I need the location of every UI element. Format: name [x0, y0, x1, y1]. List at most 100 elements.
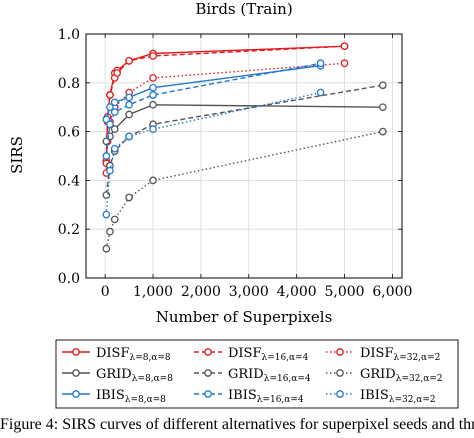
x-tick-label: 3,000 — [229, 284, 269, 300]
data-point — [125, 193, 133, 202]
x-axis-label: Number of Superpixels — [156, 308, 333, 326]
data-point — [149, 176, 157, 185]
legend-marker — [204, 369, 212, 377]
legend-item: IBISλ=32,α=2 — [326, 388, 436, 405]
data-point — [110, 144, 119, 153]
legend-label: GRIDλ=16,α=4 — [228, 367, 311, 384]
series-line — [105, 84, 383, 196]
data-point — [110, 98, 119, 107]
legend-marker — [72, 390, 80, 398]
legend-marker — [336, 390, 344, 398]
chart-title: Birds (Train) — [195, 0, 292, 18]
series-3 — [102, 100, 387, 146]
x-tick-label: 6,000 — [372, 284, 412, 300]
data-point — [125, 132, 133, 141]
data-point — [340, 59, 349, 68]
plot-frame — [85, 33, 403, 279]
y-tick-label: 0.6 — [58, 125, 80, 141]
legend-item: IBISλ=16,α=4 — [194, 388, 304, 405]
y-axis-label: SIRS — [8, 136, 26, 174]
data-point — [378, 127, 387, 136]
legend: DISFλ=8,α=8 DISFλ=16,α=4 DISFλ=32,α=2 GRIDλ… — [55, 339, 459, 409]
legend-item: GRIDλ=8,α=8 — [62, 367, 173, 384]
x-tick-label: 5,000 — [324, 284, 364, 300]
y-tick-label: 0.2 — [58, 222, 80, 238]
series-5 — [102, 127, 387, 253]
series-8 — [102, 88, 325, 219]
data-point — [316, 88, 325, 97]
legend-label: GRIDλ=32,α=2 — [360, 367, 443, 384]
legend-item: DISFλ=16,α=4 — [194, 346, 309, 363]
data-point — [102, 210, 111, 219]
data-point — [149, 74, 157, 82]
x-tick-label: 4,000 — [277, 284, 317, 300]
series-6 — [102, 61, 325, 124]
data-point — [110, 108, 119, 116]
data-point — [106, 166, 114, 175]
data-point — [340, 42, 349, 51]
series-line — [105, 104, 383, 142]
series-line — [105, 91, 321, 215]
series-7 — [102, 59, 325, 160]
x-tick-label: 2,000 — [181, 284, 221, 300]
data-point — [106, 227, 114, 236]
x-tick-label: 1,000 — [133, 284, 173, 300]
legend-label: DISFλ=16,α=4 — [228, 346, 309, 363]
data-point — [110, 215, 119, 224]
data-point — [125, 100, 133, 109]
data-point — [106, 103, 114, 112]
data-point — [106, 91, 114, 99]
series-layer — [102, 42, 387, 253]
data-point — [110, 125, 119, 134]
data-point — [106, 120, 114, 129]
legend-item: IBISλ=8,α=8 — [62, 388, 166, 405]
data-point — [113, 69, 121, 77]
legend-label: IBISλ=8,α=8 — [96, 388, 166, 405]
data-point — [125, 56, 133, 65]
y-tick-label: 0.0 — [58, 271, 80, 287]
legend-item: DISFλ=8,α=8 — [62, 346, 171, 363]
series-line — [105, 130, 383, 249]
legend-item: DISFλ=32,α=2 — [326, 346, 440, 363]
series-line — [105, 62, 345, 174]
data-point — [378, 103, 387, 112]
series-0 — [102, 42, 349, 165]
data-point — [125, 110, 133, 119]
legend-marker — [72, 348, 80, 356]
data-point — [149, 52, 157, 60]
legend-label: IBISλ=16,α=4 — [228, 388, 304, 405]
legend-item: GRIDλ=32,α=2 — [326, 367, 443, 384]
legend-label: GRIDλ=8,α=8 — [96, 367, 173, 384]
x-axis-ticks: 0 1,000 2,000 3,000 4,000 5,000 6,000 — [101, 34, 412, 300]
legend-box — [55, 339, 459, 409]
legend-marker — [336, 369, 344, 377]
legend-label: DISFλ=32,α=2 — [360, 346, 440, 363]
legend-marker — [204, 390, 212, 398]
series-line — [105, 62, 321, 157]
y-tick-label: 0.8 — [58, 76, 80, 92]
y-tick-label: 1.0 — [58, 27, 80, 43]
grid-lines — [86, 33, 402, 279]
series-line — [105, 45, 345, 161]
data-point — [149, 91, 157, 99]
legend-item: GRIDλ=16,α=4 — [194, 367, 311, 384]
data-point — [316, 59, 325, 68]
legend-marker — [72, 369, 80, 377]
data-point — [102, 152, 111, 160]
series-1 — [102, 42, 349, 168]
data-point — [102, 244, 111, 253]
legend-marker — [336, 348, 344, 356]
data-point — [149, 100, 157, 109]
data-point — [378, 81, 387, 90]
data-point — [102, 191, 111, 199]
legend-marker — [204, 348, 212, 356]
y-tick-label: 0.4 — [58, 173, 80, 189]
figure-caption: Figure 4: SIRS curves of different alter… — [0, 416, 474, 433]
legend-label: IBISλ=32,α=2 — [360, 388, 436, 405]
data-point — [149, 125, 157, 134]
data-point — [125, 93, 133, 102]
data-point — [149, 83, 157, 92]
y-axis-ticks: 0.0 0.2 0.4 0.6 0.8 1.0 — [58, 27, 402, 287]
x-tick-label: 0 — [101, 284, 110, 300]
